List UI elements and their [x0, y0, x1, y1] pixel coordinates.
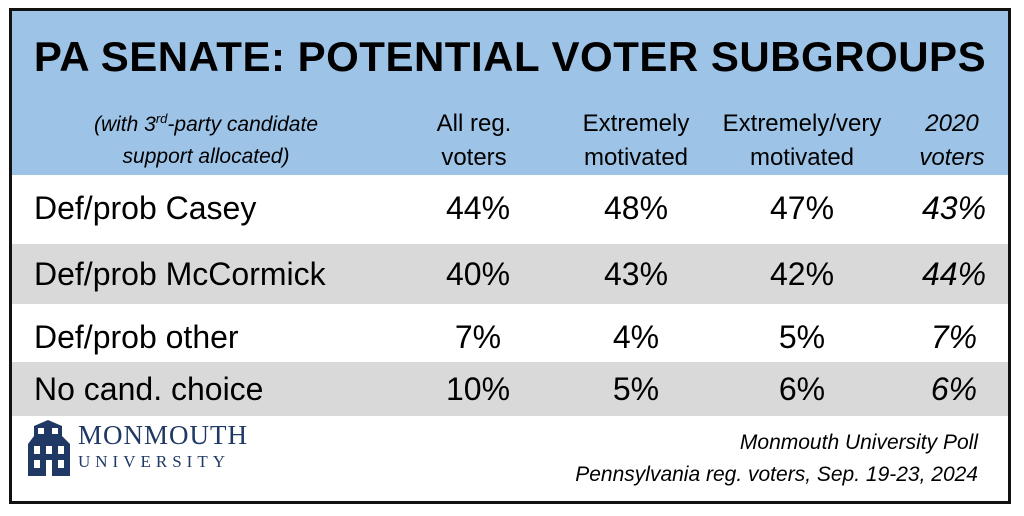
table-row-other: Def/prob other 7% 4% 5% 7%	[12, 307, 1008, 367]
column-header-2020-voters: 2020 voters	[892, 107, 1008, 175]
table-row-no-choice: No cand. choice 10% 5% 6% 6%	[12, 362, 1008, 416]
table-row-mccormick: Def/prob McCormick 40% 43% 42% 44%	[12, 244, 1008, 304]
column-header-extremely-motivated: Extremely motivated	[556, 107, 716, 175]
column-header-extremely-very-motivated: Extremely/very motivated	[712, 107, 892, 175]
cell-all-reg-voters: 40%	[445, 256, 511, 292]
table-header: PA SENATE: POTENTIAL VOTER SUBGROUPS (wi…	[12, 11, 1008, 175]
row-label: Def/prob Casey	[34, 190, 257, 226]
logo-wordmark: MONMOUTH	[78, 420, 248, 450]
cell-2020-voters: 44%	[921, 256, 987, 292]
table-row-casey: Def/prob Casey 44% 48% 47% 43%	[12, 178, 1008, 238]
column-header-line-1: Extremely	[582, 110, 690, 137]
column-header-line-1: 2020	[925, 110, 979, 137]
note-line-1: (with 3rd-party candidate	[46, 109, 366, 141]
column-header-all-reg-voters: All reg. voters	[404, 107, 544, 175]
note-line-1-post: -party candidate	[167, 113, 318, 136]
cell-2020-voters: 43%	[921, 190, 987, 226]
chart-title: PA SENATE: POTENTIAL VOTER SUBGROUPS	[33, 33, 987, 80]
note-line-1-pre: (with 3	[93, 113, 156, 136]
column-header-line-2: voters	[919, 144, 985, 171]
row-label: Def/prob other	[34, 319, 239, 355]
cell-extremely-motivated: 5%	[612, 371, 660, 407]
cell-extremely-motivated: 4%	[612, 319, 660, 355]
cell-all-reg-voters: 10%	[445, 371, 511, 407]
allocation-note: (with 3rd-party candidate support alloca…	[46, 109, 366, 173]
source-line-1: Monmouth University Poll	[739, 431, 978, 454]
column-header-line-2: motivated	[749, 144, 855, 171]
cell-extremely-motivated: 48%	[603, 190, 669, 226]
column-header-line-2: voters	[441, 144, 507, 171]
cell-extremely-motivated: 43%	[603, 256, 669, 292]
column-header-line-1: All reg.	[436, 110, 512, 137]
source-line-2: Pennsylvania reg. voters, Sep. 19-23, 20…	[575, 463, 978, 486]
row-label: Def/prob McCormick	[34, 256, 326, 292]
row-label: No cand. choice	[34, 371, 264, 407]
cell-all-reg-voters: 7%	[454, 319, 502, 355]
poll-table-card: PA SENATE: POTENTIAL VOTER SUBGROUPS (wi…	[9, 8, 1011, 504]
university-building-icon	[28, 420, 70, 476]
cell-extremely-very-motivated: 47%	[769, 190, 835, 226]
cell-extremely-very-motivated: 5%	[778, 319, 826, 355]
note-line-1-sup: rd	[155, 111, 168, 126]
logo-subtitle: UNIVERSITY	[78, 452, 230, 471]
cell-extremely-very-motivated: 42%	[769, 256, 835, 292]
column-header-line-1: Extremely/very	[722, 110, 882, 137]
monmouth-university-logo: MONMOUTH UNIVERSITY	[26, 418, 286, 482]
cell-extremely-very-motivated: 6%	[778, 371, 826, 407]
cell-2020-voters: 7%	[930, 319, 978, 355]
cell-all-reg-voters: 44%	[445, 190, 511, 226]
cell-2020-voters: 6%	[930, 371, 978, 407]
column-header-line-2: motivated	[583, 144, 689, 171]
note-line-2: support allocated)	[122, 145, 290, 168]
